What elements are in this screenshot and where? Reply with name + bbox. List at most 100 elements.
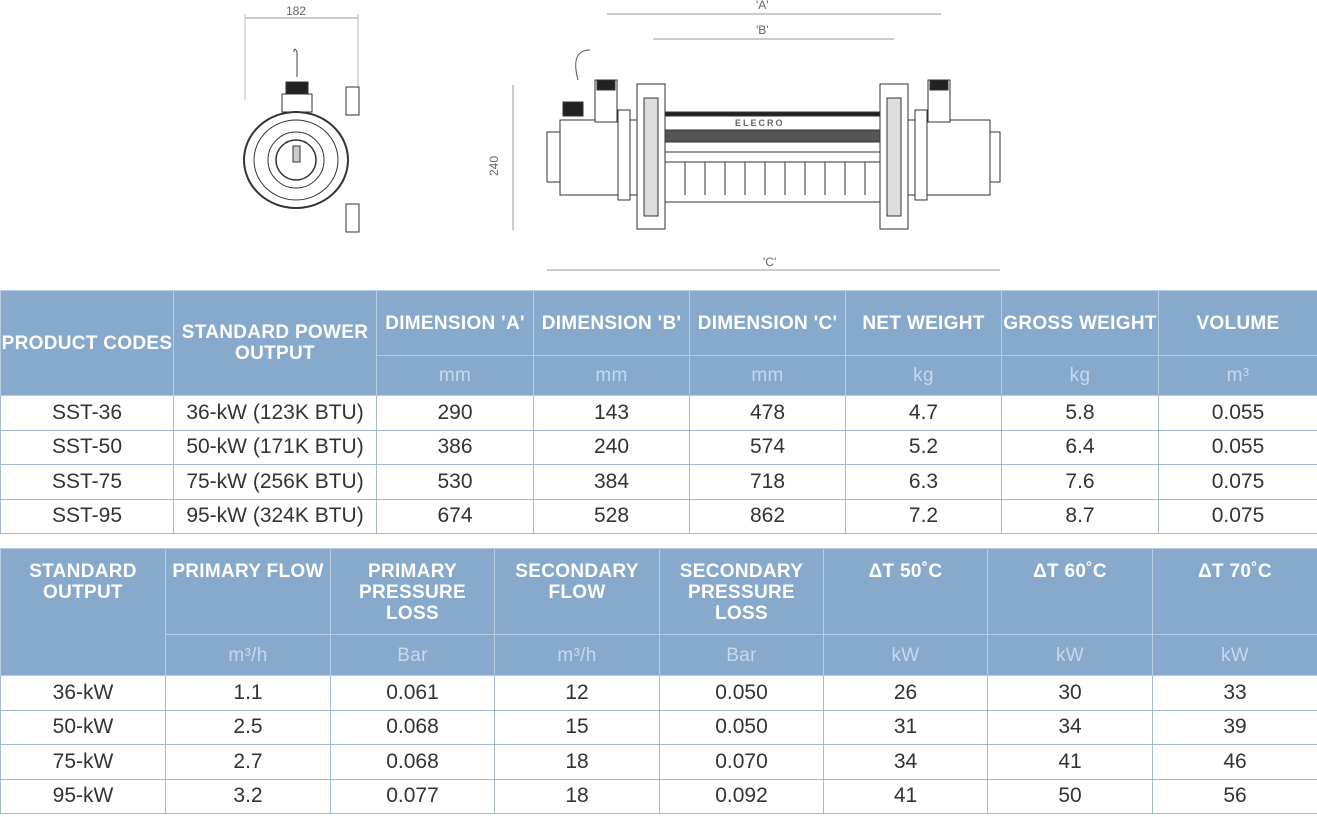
table-cell: 718 xyxy=(689,464,846,500)
unit-cell: Bar xyxy=(659,634,824,676)
table-cell: 95-kW xyxy=(0,778,166,814)
table-cell: 3.2 xyxy=(165,778,331,814)
table-cell: 36-kW (123K BTU) xyxy=(173,395,377,431)
table-cell: 36-kW xyxy=(0,675,166,711)
table-cell: 0.068 xyxy=(330,709,495,745)
table-cell: 12 xyxy=(494,675,660,711)
table-cell: 7.2 xyxy=(845,498,1002,534)
header-dimension-a: DIMENSION 'A' xyxy=(376,290,534,356)
unit-cell: kW xyxy=(987,634,1153,676)
header-net-weight: NET WEIGHT xyxy=(845,290,1002,356)
brand-label: ELECRO xyxy=(735,118,785,128)
table-cell: 530 xyxy=(376,464,534,500)
table-cell: SST-36 xyxy=(0,395,174,431)
table-cell: 0.068 xyxy=(330,744,495,780)
table-cell: SST-50 xyxy=(0,429,174,465)
table-row: 36-kW 1.1 0.061 12 0.050 26 30 33 xyxy=(0,675,1317,711)
table-cell: 15 xyxy=(494,709,660,745)
unit-cell: kg xyxy=(1001,355,1159,396)
table-cell: 862 xyxy=(689,498,846,534)
unit-cell: kW xyxy=(823,634,988,676)
header-volume: VOLUME xyxy=(1158,290,1317,356)
table-cell: 386 xyxy=(376,429,534,465)
table-row: 50-kW 2.5 0.068 15 0.050 31 34 39 xyxy=(0,709,1317,745)
table-row: SST-75 75-kW (256K BTU) 530 384 718 6.3 7.6 0.0… xyxy=(0,464,1317,500)
table-cell: 143 xyxy=(533,395,690,431)
table-cell: 18 xyxy=(494,778,660,814)
table-row: SST-95 95-kW (324K BTU) 674 528 862 7.2 8.7 0.0… xyxy=(0,498,1317,534)
table-cell: 0.055 xyxy=(1158,395,1317,431)
unit-cell: m³/h xyxy=(165,634,331,676)
table-cell: 4.7 xyxy=(845,395,1002,431)
side-width-label: 182 xyxy=(286,4,306,18)
header-dimension-c: DIMENSION 'C' xyxy=(689,290,846,356)
header-dt-60: ΔT 60˚C xyxy=(987,548,1153,635)
table-cell: 2.5 xyxy=(165,709,331,745)
unit-cell: kW xyxy=(1152,634,1317,676)
table-cell: 56 xyxy=(1152,778,1317,814)
table-cell: 6.3 xyxy=(845,464,1002,500)
unit-cell: mm xyxy=(376,355,534,396)
table-cell: 0.055 xyxy=(1158,429,1317,465)
table-cell: 674 xyxy=(376,498,534,534)
table-cell: 0.075 xyxy=(1158,498,1317,534)
header-secondary-pressure-loss: SECONDARY PRESSURE LOSS xyxy=(659,548,824,635)
table-cell: 1.1 xyxy=(165,675,331,711)
table-row: SST-36 36-kW (123K BTU) 290 143 478 4.7 5.8 0.0… xyxy=(0,395,1317,431)
header-secondary-flow: SECONDARY FLOW xyxy=(494,548,660,635)
dim-a-label: 'A' xyxy=(756,0,769,12)
table-cell: 26 xyxy=(823,675,988,711)
table-cell: 50-kW (171K BTU) xyxy=(173,429,377,465)
header-product-codes: PRODUCT CODES xyxy=(0,290,174,396)
unit-cell: Bar xyxy=(330,634,495,676)
table-cell: 50-kW xyxy=(0,709,166,745)
table-cell: 0.050 xyxy=(659,709,824,745)
table-cell: 0.075 xyxy=(1158,464,1317,500)
table-cell: 0.070 xyxy=(659,744,824,780)
table-cell: 34 xyxy=(987,709,1153,745)
header-gross-weight: GROSS WEIGHT xyxy=(1001,290,1159,356)
performance-table: STANDARD OUTPUT PRIMARY FLOW PRIMARY PRE… xyxy=(0,548,1317,814)
unit-cell: mm xyxy=(533,355,690,396)
table-cell: 240 xyxy=(533,429,690,465)
technical-drawing: 182 'A' 'B' 'C' 240 ELECRO xyxy=(243,0,1001,271)
dim-c-label: 'C' xyxy=(763,255,776,269)
table-cell: SST-95 xyxy=(0,498,174,534)
table-cell: 5.2 xyxy=(845,429,1002,465)
table-cell: 0.050 xyxy=(659,675,824,711)
table-cell: 6.4 xyxy=(1001,429,1159,465)
table-row: SST-50 50-kW (171K BTU) 386 240 574 5.2 6.4 0.0… xyxy=(0,429,1317,465)
table-cell: 574 xyxy=(689,429,846,465)
unit-cell: m³/h xyxy=(494,634,660,676)
table-cell: 478 xyxy=(689,395,846,431)
table-cell: 528 xyxy=(533,498,690,534)
header-dimension-b: DIMENSION 'B' xyxy=(533,290,690,356)
table-cell: 2.7 xyxy=(165,744,331,780)
side-view: 182 xyxy=(243,4,360,233)
table-cell: 39 xyxy=(1152,709,1317,745)
header-primary-flow: PRIMARY FLOW xyxy=(165,548,331,635)
table-cell: 8.7 xyxy=(1001,498,1159,534)
table-cell: 41 xyxy=(823,778,988,814)
header-standard-output: STANDARD OUTPUT xyxy=(0,548,166,676)
dimensions-table: PRODUCT CODES STANDARD POWER OUTPUT DIME… xyxy=(0,290,1317,534)
table-cell: 34 xyxy=(823,744,988,780)
header-standard-power-output: STANDARD POWER OUTPUT xyxy=(173,290,377,396)
table-cell: 5.8 xyxy=(1001,395,1159,431)
table-cell: 75-kW (256K BTU) xyxy=(173,464,377,500)
table-cell: 290 xyxy=(376,395,534,431)
unit-cell: m³ xyxy=(1158,355,1317,396)
table-cell: 95-kW (324K BTU) xyxy=(173,498,377,534)
header-dt-70: ΔT 70˚C xyxy=(1152,548,1317,635)
table-cell: 50 xyxy=(987,778,1153,814)
header-primary-pressure-loss: PRIMARY PRESSURE LOSS xyxy=(330,548,495,635)
table-cell: SST-75 xyxy=(0,464,174,500)
table-cell: 7.6 xyxy=(1001,464,1159,500)
table-cell: 31 xyxy=(823,709,988,745)
table-row: 95-kW 3.2 0.077 18 0.092 41 50 56 xyxy=(0,778,1317,814)
table-cell: 75-kW xyxy=(0,744,166,780)
table-cell: 18 xyxy=(494,744,660,780)
header-dt-50: ΔT 50˚C xyxy=(823,548,988,635)
table-cell: 41 xyxy=(987,744,1153,780)
table-cell: 0.092 xyxy=(659,778,824,814)
